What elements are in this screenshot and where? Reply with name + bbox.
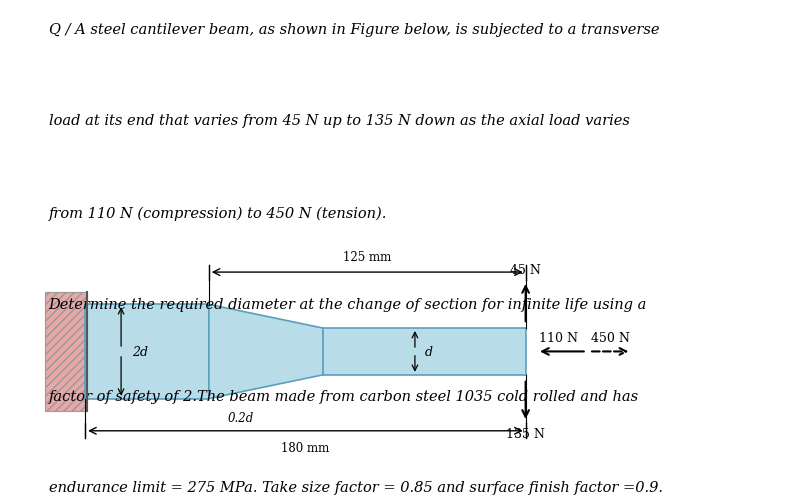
Text: endurance limit = 275 MPa. Take size factor = 0.85 and surface finish factor =0.: endurance limit = 275 MPa. Take size fac… — [49, 480, 662, 494]
Polygon shape — [209, 305, 323, 399]
Text: 2d: 2d — [133, 345, 149, 358]
Text: 45 N: 45 N — [510, 264, 541, 277]
Text: factor of safety of 2.The beam made from carbon steel 1035 cold rolled and has: factor of safety of 2.The beam made from… — [49, 389, 638, 403]
Text: Q / A steel cantilever beam, as shown in Figure below, is subjected to a transve: Q / A steel cantilever beam, as shown in… — [49, 23, 659, 37]
Text: Determine the required diameter at the change of section for infinite life using: Determine the required diameter at the c… — [49, 297, 647, 311]
Text: 110 N: 110 N — [539, 331, 578, 344]
Polygon shape — [323, 329, 526, 375]
Text: from 110 N (compression) to 450 N (tension).: from 110 N (compression) to 450 N (tensi… — [49, 206, 387, 220]
Text: d: d — [425, 345, 433, 358]
Text: 450 N: 450 N — [591, 331, 630, 344]
Text: load at its end that varies from 45 N up to 135 N down as the axial load varies: load at its end that varies from 45 N up… — [49, 114, 630, 128]
Text: 180 mm: 180 mm — [282, 441, 330, 454]
Text: 125 mm: 125 mm — [343, 250, 391, 264]
Bar — [45, 293, 86, 411]
Text: 0.2d: 0.2d — [228, 411, 254, 424]
Polygon shape — [86, 305, 209, 399]
Text: 135 N: 135 N — [506, 427, 545, 440]
